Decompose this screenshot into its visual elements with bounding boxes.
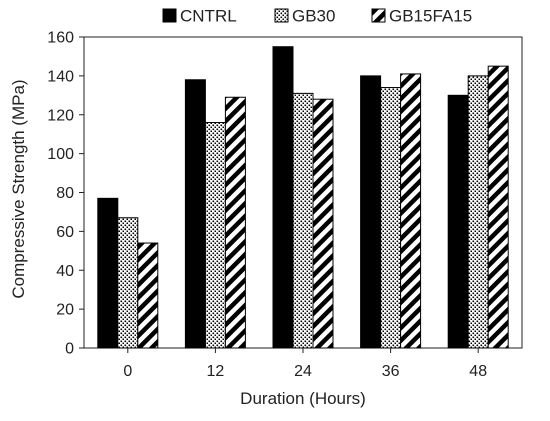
y-tick-label: 140 <box>47 68 74 85</box>
bar-gb15fa15-36 <box>400 73 422 349</box>
y-tick-label: 60 <box>56 224 74 241</box>
legend-item-cntrl: CNTRL <box>162 7 237 26</box>
y-tick-label: 40 <box>56 263 74 280</box>
bar-gb15fa15-0 <box>137 242 159 349</box>
legend-item-gb30: GB30 <box>274 7 335 26</box>
y-tick-label: 0 <box>65 341 74 358</box>
bar-gb30-48 <box>467 75 489 349</box>
bar-gb15fa15-24 <box>312 98 334 349</box>
x-tick-label: 24 <box>294 363 312 380</box>
y-axis-title: Compressive Strength (MPa) <box>9 79 28 298</box>
plot-area: 0 20 40 60 80 100 120 140 160 0 12 24 36 48 <box>47 30 523 380</box>
y-tick-label: 20 <box>56 302 74 319</box>
legend-label: GB30 <box>292 7 335 26</box>
bar-cntrl-12 <box>184 79 206 349</box>
x-tick-label: 36 <box>382 363 400 380</box>
x-axis-title: Duration (Hours) <box>240 389 366 408</box>
legend-swatch <box>274 8 289 23</box>
y-tick-label: 120 <box>47 107 74 124</box>
y-tick-label: 80 <box>56 185 74 202</box>
y-tick-label: 160 <box>47 30 74 47</box>
bar-gb30-24 <box>292 92 314 349</box>
bar-gb30-36 <box>380 87 402 349</box>
legend-label: GB15FA15 <box>389 7 472 26</box>
legend-swatch <box>162 8 177 23</box>
x-tick-label: 0 <box>123 363 132 380</box>
bar-gb15fa15-48 <box>487 65 509 349</box>
bar-gb30-12 <box>204 122 226 349</box>
bar-cntrl-0 <box>97 197 119 349</box>
legend: CNTRL GB30 GB15FA15 <box>162 7 472 26</box>
x-tick-label: 12 <box>207 363 225 380</box>
bar-cntrl-24 <box>272 46 294 349</box>
legend-swatch <box>371 8 386 23</box>
bar-gb15fa15-12 <box>224 96 246 349</box>
bar-cntrl-48 <box>447 94 469 349</box>
y-tick-label: 100 <box>47 146 74 163</box>
legend-item-gb15fa15: GB15FA15 <box>371 7 472 26</box>
bar-cntrl-36 <box>360 75 382 349</box>
bar-gb30-0 <box>117 217 139 349</box>
x-tick-label: 48 <box>469 363 487 380</box>
legend-label: CNTRL <box>180 7 237 26</box>
